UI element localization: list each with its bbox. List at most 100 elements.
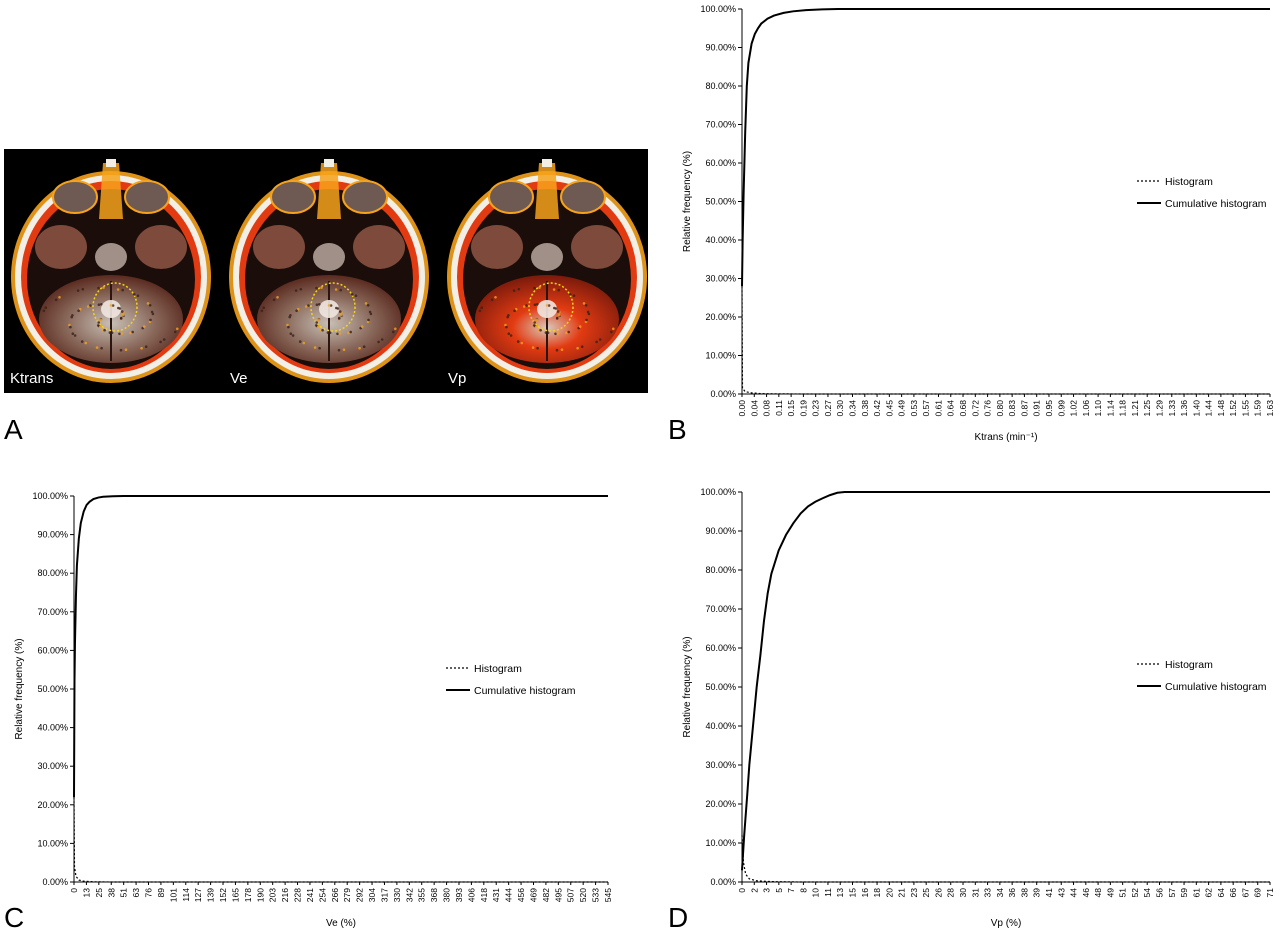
x-tick-label: 279 xyxy=(342,888,352,902)
x-tick-label: 31 xyxy=(970,888,980,898)
legend-label: Histogram xyxy=(1165,659,1213,671)
x-tick-label: 456 xyxy=(516,888,526,902)
x-tick-label: 0.80 xyxy=(995,400,1005,417)
x-tick-label: 0.53 xyxy=(909,400,919,417)
x-tick-label: 101 xyxy=(168,888,178,902)
x-tick-label: 1.14 xyxy=(1105,400,1115,417)
x-tick-label: 1.06 xyxy=(1081,400,1091,417)
x-tick-label: 0.30 xyxy=(835,400,845,417)
x-tick-label: 1.40 xyxy=(1191,400,1201,417)
x-tick-label: 5 xyxy=(774,888,784,893)
x-tick-label: 36 xyxy=(1007,888,1017,898)
panel-letter-c: C xyxy=(4,902,25,933)
x-tick-label: 139 xyxy=(206,888,216,902)
x-tick-label: 15 xyxy=(848,888,858,898)
x-tick-label: 51 xyxy=(1118,888,1128,898)
x-tick-label: 89 xyxy=(156,888,166,898)
x-tick-label: 1.55 xyxy=(1240,400,1250,417)
x-axis-label: Ktrans (min⁻¹) xyxy=(974,432,1037,443)
x-tick-label: 33 xyxy=(983,888,993,898)
x-tick-label: 254 xyxy=(317,888,327,902)
y-tick-label: 50.00% xyxy=(705,682,736,692)
x-tick-label: 0.72 xyxy=(970,400,980,417)
y-tick-label: 40.00% xyxy=(705,235,736,245)
x-tick-label: 18 xyxy=(872,888,882,898)
x-tick-label: 469 xyxy=(528,888,538,902)
x-tick-label: 62 xyxy=(1204,888,1214,898)
y-tick-label: 100.00% xyxy=(32,491,68,501)
x-tick-label: 0.11 xyxy=(774,400,784,416)
x-tick-label: 342 xyxy=(404,888,414,902)
y-tick-label: 20.00% xyxy=(37,800,68,810)
x-tick-label: 0.57 xyxy=(921,400,931,417)
mri-slice-vp xyxy=(447,159,647,383)
panel-letter-a: A xyxy=(4,414,23,445)
y-tick-label: 30.00% xyxy=(705,274,736,284)
x-tick-label: 69 xyxy=(1253,888,1263,898)
chart-ve-histogram: 0.00% 10.00% 20.00% 30.00% 40.00% 50.00% 60.00… xyxy=(8,480,620,945)
x-tick-label: 10 xyxy=(811,888,821,898)
x-tick-label: 66 xyxy=(1228,888,1238,898)
mri-slice-ktrans xyxy=(11,159,211,383)
x-tick-label: 64 xyxy=(1216,888,1226,898)
histogram-line xyxy=(741,835,1270,883)
chart-ktrans-histogram: 0.00% 10.00% 20.00% 30.00% 40.00% 50.00% 60.00… xyxy=(672,0,1280,445)
x-tick-label: 0.27 xyxy=(823,400,833,417)
y-tick-label: 80.00% xyxy=(705,565,736,575)
chart-svg-b: 0.00% 10.00% 20.00% 30.00% 40.00% 50.00% 60.00… xyxy=(682,4,1275,443)
x-tick-label: 178 xyxy=(243,888,253,902)
x-tick-label: 0.99 xyxy=(1056,400,1066,417)
x-tick-label: 21 xyxy=(897,888,907,898)
y-tick-label: 50.00% xyxy=(37,684,68,694)
y-tick-label: 70.00% xyxy=(705,120,736,130)
y-tick-label: 90.00% xyxy=(705,526,736,536)
y-tick-label: 80.00% xyxy=(705,81,736,91)
y-tick-label: 70.00% xyxy=(705,604,736,614)
x-tick-label: 1.21 xyxy=(1130,400,1140,417)
x-tick-label: 165 xyxy=(230,888,240,902)
y-axis-label: Relative frequency (%) xyxy=(682,636,693,737)
x-tick-label: 0 xyxy=(737,888,747,893)
cumulative-histogram-line xyxy=(741,491,1270,871)
x-tick-label: 76 xyxy=(144,888,154,898)
x-tick-label: 203 xyxy=(268,888,278,902)
y-tick-label: 60.00% xyxy=(37,645,68,655)
y-tick-label: 50.00% xyxy=(705,197,736,207)
x-tick-label: 1.48 xyxy=(1216,400,1226,417)
y-tick-label: 0.00% xyxy=(42,877,68,887)
legend-label: Histogram xyxy=(1165,176,1213,188)
x-tick-label: 34 xyxy=(995,888,1005,898)
y-tick-label: 10.00% xyxy=(37,838,68,848)
x-tick-label: 0.42 xyxy=(872,400,882,417)
y-tick-label: 0.00% xyxy=(710,389,736,399)
x-tick-label: 0.76 xyxy=(983,400,993,417)
x-tick-label: 330 xyxy=(392,888,402,902)
mri-image-strip: Ktrans Ve Vp xyxy=(4,149,648,393)
x-tick-label: 48 xyxy=(1093,888,1103,898)
x-tick-label: 1.63 xyxy=(1265,400,1275,417)
x-tick-label: 1.18 xyxy=(1118,400,1128,417)
y-tick-label: 80.00% xyxy=(37,568,68,578)
x-tick-label: 0.95 xyxy=(1044,400,1054,417)
x-tick-label: 51 xyxy=(119,888,129,898)
x-tick-label: 38 xyxy=(1019,888,1029,898)
x-tick-label: 482 xyxy=(541,888,551,902)
x-tick-label: 0.49 xyxy=(897,400,907,417)
x-tick-label: 507 xyxy=(566,888,576,902)
y-tick-label: 100.00% xyxy=(700,487,736,497)
x-tick-label: 0.19 xyxy=(798,400,808,417)
legend-label: Cumulative histogram xyxy=(1165,681,1267,693)
mri-label-vp: Vp xyxy=(448,370,467,387)
x-tick-label: 44 xyxy=(1069,888,1079,898)
x-tick-label: 190 xyxy=(255,888,265,902)
y-tick-label: 30.00% xyxy=(37,761,68,771)
cumulative-histogram-line xyxy=(73,495,608,798)
x-tick-label: 26 xyxy=(933,888,943,898)
x-tick-label: 0.83 xyxy=(1007,400,1017,417)
x-tick-label: 317 xyxy=(379,888,389,902)
x-tick-label: 23 xyxy=(909,888,919,898)
x-tick-label: 0.08 xyxy=(762,400,772,417)
x-tick-label: 0.34 xyxy=(848,400,858,417)
x-tick-label: 7 xyxy=(786,888,796,893)
x-tick-label: 0.61 xyxy=(933,400,943,417)
